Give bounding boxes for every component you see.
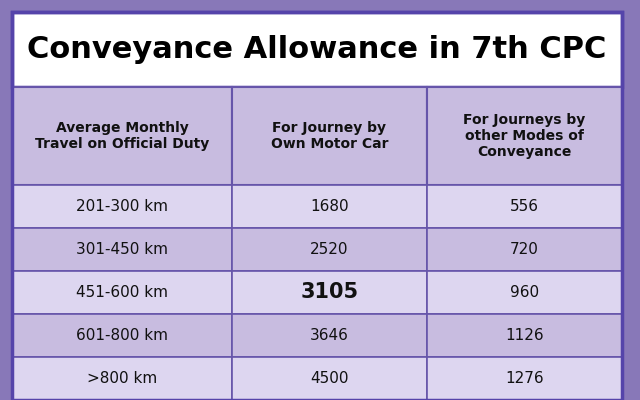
Text: For Journey by
Own Motor Car: For Journey by Own Motor Car [271, 121, 388, 151]
Text: 301-450 km: 301-450 km [76, 242, 168, 257]
Bar [12, 357, 232, 400]
Bar [12, 228, 232, 271]
Bar [427, 228, 622, 271]
Bar [427, 87, 622, 185]
Bar [427, 185, 622, 228]
Bar [427, 271, 622, 314]
Text: 601-800 km: 601-800 km [76, 328, 168, 343]
Text: 3646: 3646 [310, 328, 349, 343]
Bar [12, 185, 232, 228]
Bar [232, 271, 427, 314]
Bar [232, 314, 427, 357]
Bar [427, 357, 622, 400]
Text: 2520: 2520 [310, 242, 349, 257]
Text: >800 km: >800 km [87, 371, 157, 386]
Text: 1680: 1680 [310, 199, 349, 214]
Text: 1126: 1126 [505, 328, 544, 343]
Text: 960: 960 [510, 285, 539, 300]
Text: 556: 556 [510, 199, 539, 214]
Text: Average Monthly
Travel on Official Duty: Average Monthly Travel on Official Duty [35, 121, 209, 151]
Bar [12, 271, 232, 314]
Text: Conveyance Allowance in 7th CPC: Conveyance Allowance in 7th CPC [28, 35, 607, 64]
Bar [12, 87, 232, 185]
Text: 4500: 4500 [310, 371, 349, 386]
Bar [232, 228, 427, 271]
Bar [232, 357, 427, 400]
Text: 451-600 km: 451-600 km [76, 285, 168, 300]
Bar [12, 314, 232, 357]
Bar [232, 87, 427, 185]
Text: 1276: 1276 [505, 371, 544, 386]
Bar [427, 314, 622, 357]
Text: 720: 720 [510, 242, 539, 257]
Text: 3105: 3105 [300, 282, 358, 302]
Bar [12, 12, 622, 87]
Text: 201-300 km: 201-300 km [76, 199, 168, 214]
Text: For Journeys by
other Modes of
Conveyance: For Journeys by other Modes of Conveyanc… [463, 113, 586, 159]
Bar [232, 185, 427, 228]
